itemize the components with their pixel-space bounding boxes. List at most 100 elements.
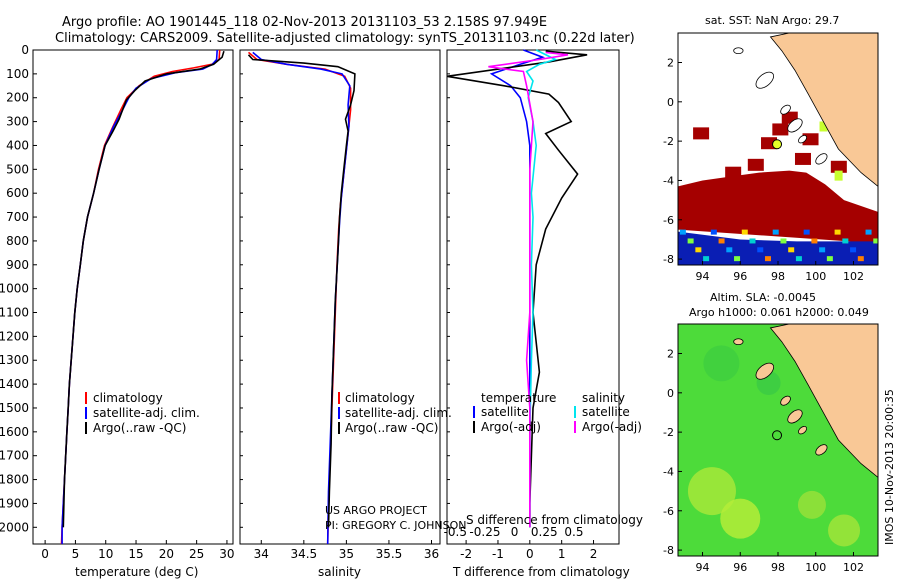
legend-climatology-label: climatology [345,391,415,405]
x2-tick-label: 0 [511,525,519,539]
y-tick-label: 2000 [0,520,29,534]
sst-pixel [819,247,826,253]
x-tick-label: 98 [771,270,785,283]
sst-pixel [772,229,779,235]
y-tick-label: 1900 [0,496,29,510]
island [780,395,791,406]
x-tick-label: 94 [696,270,710,283]
x-tick-label: 96 [733,561,747,574]
sst-pixel [679,229,686,235]
y-tick-label: 800 [6,234,29,248]
sst-pixel [741,229,748,235]
x-tick-label: 1 [558,547,566,561]
sst-pixel [772,123,789,136]
x-tick-label: 102 [843,561,864,574]
legend-climatology-label: climatology [93,391,163,405]
y-tick-label: -4 [663,174,674,187]
sst-pixel [725,166,742,179]
sst-pixel [734,256,741,262]
y-tick-label: 1800 [0,473,29,487]
y-tick-label: 1700 [0,449,29,463]
x-tick-label: 100 [805,270,826,283]
sla-anomaly-patch [720,498,761,539]
y-tick-label: -4 [663,465,674,478]
salinity-plot-frame [239,49,441,545]
y-tick-label: -2 [663,426,674,439]
y-tick-label: 1600 [0,425,29,439]
header-line-1: Argo profile: AO 1901445_118 02-Nov-2013… [62,15,547,30]
y-tick-label: 0 [667,96,674,109]
sla-anomaly-patch [687,467,736,516]
sst-pixel [726,247,733,253]
temperature-axis-label: temperature (deg C) [75,565,198,579]
project-credit: US ARGO PROJECT [325,504,427,517]
sla-anomaly-patch [797,490,826,519]
y-tick-label: 1000 [0,282,29,296]
legend-t-satellite-label: satellite [481,405,529,419]
sst-pixel [857,256,864,262]
x-tick-label: 2 [590,547,598,561]
island [787,118,803,133]
sst-pixel [794,152,811,165]
x2-tick-label: -0.25 [469,525,500,539]
sst-pixel [764,256,771,262]
sst-pixel [780,238,787,244]
x-tick-label: -1 [492,547,504,561]
series-line-0 [60,49,221,545]
x-tick-label: 30 [219,547,234,561]
y-tick-label: 100 [6,67,29,81]
sla-anomaly-patch [828,514,861,547]
x-tick-label: 36 [424,547,439,561]
difference-plot: -2 -1 0 1 2 -0.5 -0.25 0 0.25 0.5 [444,49,598,561]
x-tick-label: 25 [189,547,204,561]
x-tick-label: 34 [254,547,269,561]
island [755,362,774,380]
sst-pixel [842,238,849,244]
y-tick-label: 400 [6,138,29,152]
y-tick-label: -2 [663,135,674,148]
y-tick-label: 700 [6,210,29,224]
y-tick-label: -8 [663,253,674,266]
sst-map-title: sat. SST: NaN Argo: 29.7 [705,14,839,27]
x-tick-label: 15 [128,547,143,561]
legend-salinity-header: salinity [582,391,625,405]
x-tick-label: 102 [843,270,864,283]
temperature-legend: climatology satellite-adj. clim. Argo(..… [85,391,200,435]
sst-pixel [826,256,833,262]
sst-warm-region [678,170,878,244]
y-tick-label: 0 [667,387,674,400]
argo-float-marker [772,430,783,441]
island [780,104,791,115]
sst-pixel [749,238,756,244]
argo-float-marker [772,139,783,150]
y-tick-label: 2 [667,56,674,69]
legend-argo-label: Argo(..raw -QC) [345,421,438,435]
island [755,71,774,89]
series-line-2 [525,49,558,528]
island [798,134,808,144]
sst-pixel [695,247,702,253]
series-line-1 [61,49,218,544]
sst-pixel [757,247,764,253]
sst-pixel [834,170,843,181]
y-tick-label: 1500 [0,401,29,415]
salinity-axis-label: salinity [318,565,361,579]
y-tick-label: -6 [663,214,674,227]
x2-tick-label: 0.5 [564,525,583,539]
sst-map: 94 96 98 100 102 2 0 -2 -4 -6 -8 [663,32,879,283]
legend-s-satellite-label: satellite [582,405,630,419]
sst-pixel [811,238,818,244]
y-tick-label: 300 [6,115,29,129]
y-tick-label: 600 [6,186,29,200]
island [787,409,803,424]
t-difference-axis-label: T difference from climatology [452,565,630,579]
x2-tick-label: -0.5 [444,525,467,539]
legend-satellite-label: satellite-adj. clim. [345,406,452,420]
y-tick-label: 0 [21,43,29,57]
sst-pixel [830,160,847,173]
x-tick-label: 94 [696,561,710,574]
x-tick-label: 100 [805,561,826,574]
sst-pixel [747,158,764,171]
x-tick-label: 98 [771,561,785,574]
